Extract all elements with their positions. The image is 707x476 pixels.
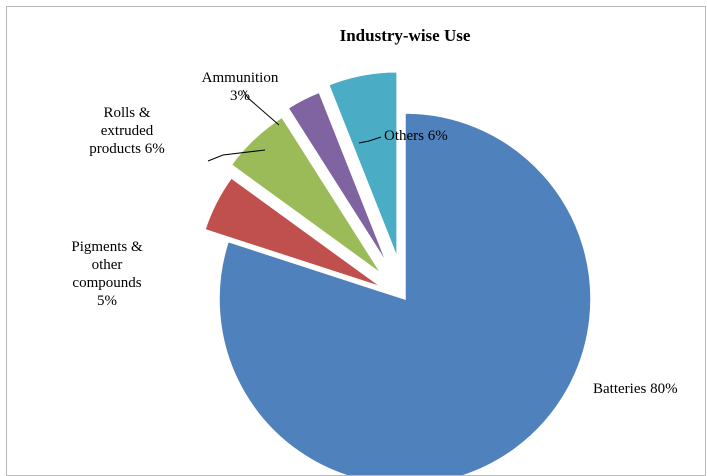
- slice-labels: Batteries 80% Pigments & other compounds 5% R…: [71, 70, 677, 397]
- pie-chart: Industry-wise Use Batteries 80% Pigments …: [71, 26, 678, 475]
- chart-area: Industry-wise Use Batteries 80% Pigments …: [6, 6, 706, 476]
- pie-slice-batteries: [218, 112, 592, 475]
- leader-line: [242, 89, 280, 126]
- pie-slice-pigments-other-compounds: [203, 176, 383, 288]
- chart-title: Industry-wise Use: [340, 26, 471, 45]
- pie-slice-rolls-extruded-products: [230, 116, 383, 275]
- slice-label: Rolls & extruded products 6%: [89, 105, 164, 157]
- slice-label: Others 6%: [384, 128, 448, 144]
- slice-label: Ammunition 3%: [202, 70, 279, 104]
- pie-slice-others: [327, 70, 398, 259]
- slice-label: Batteries 80%: [593, 381, 678, 397]
- slice-label: Pigments & other compounds 5%: [71, 239, 143, 309]
- leader-line: [358, 136, 382, 144]
- leader-lines: [207, 89, 382, 162]
- pie-slices: [203, 70, 592, 475]
- pie-slice-ammunition: [287, 91, 389, 266]
- leader-line: [207, 149, 266, 162]
